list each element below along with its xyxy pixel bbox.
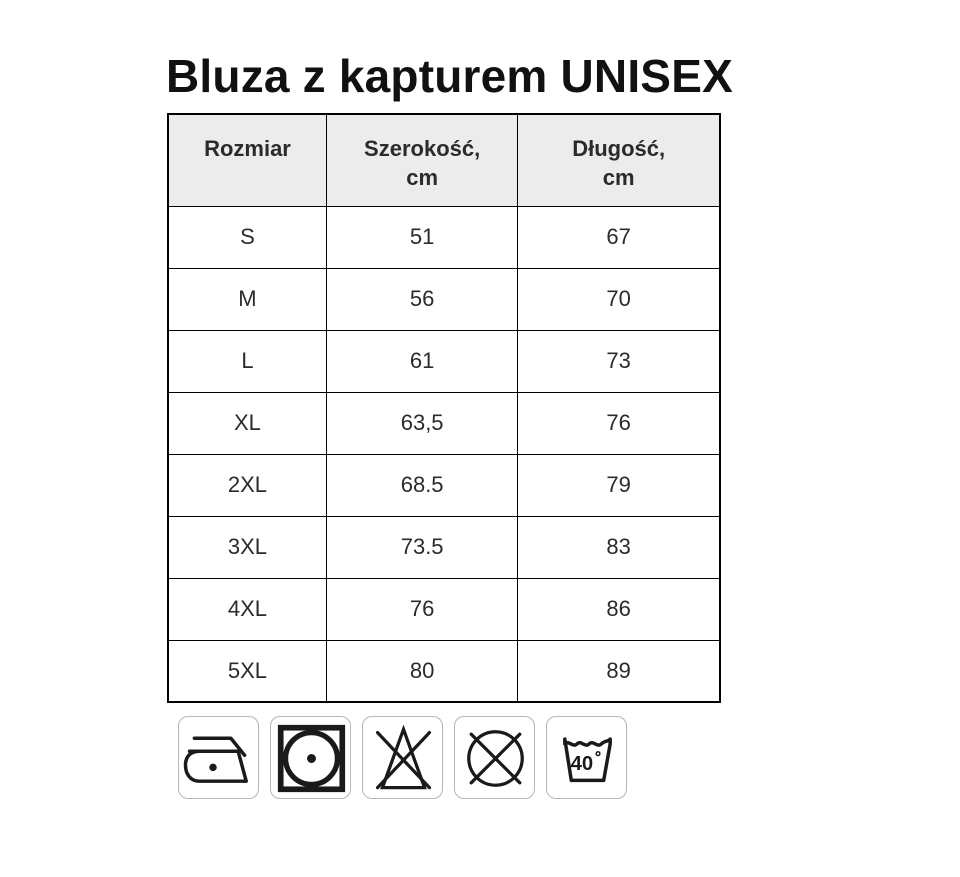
svg-text:40: 40 [571,753,594,775]
